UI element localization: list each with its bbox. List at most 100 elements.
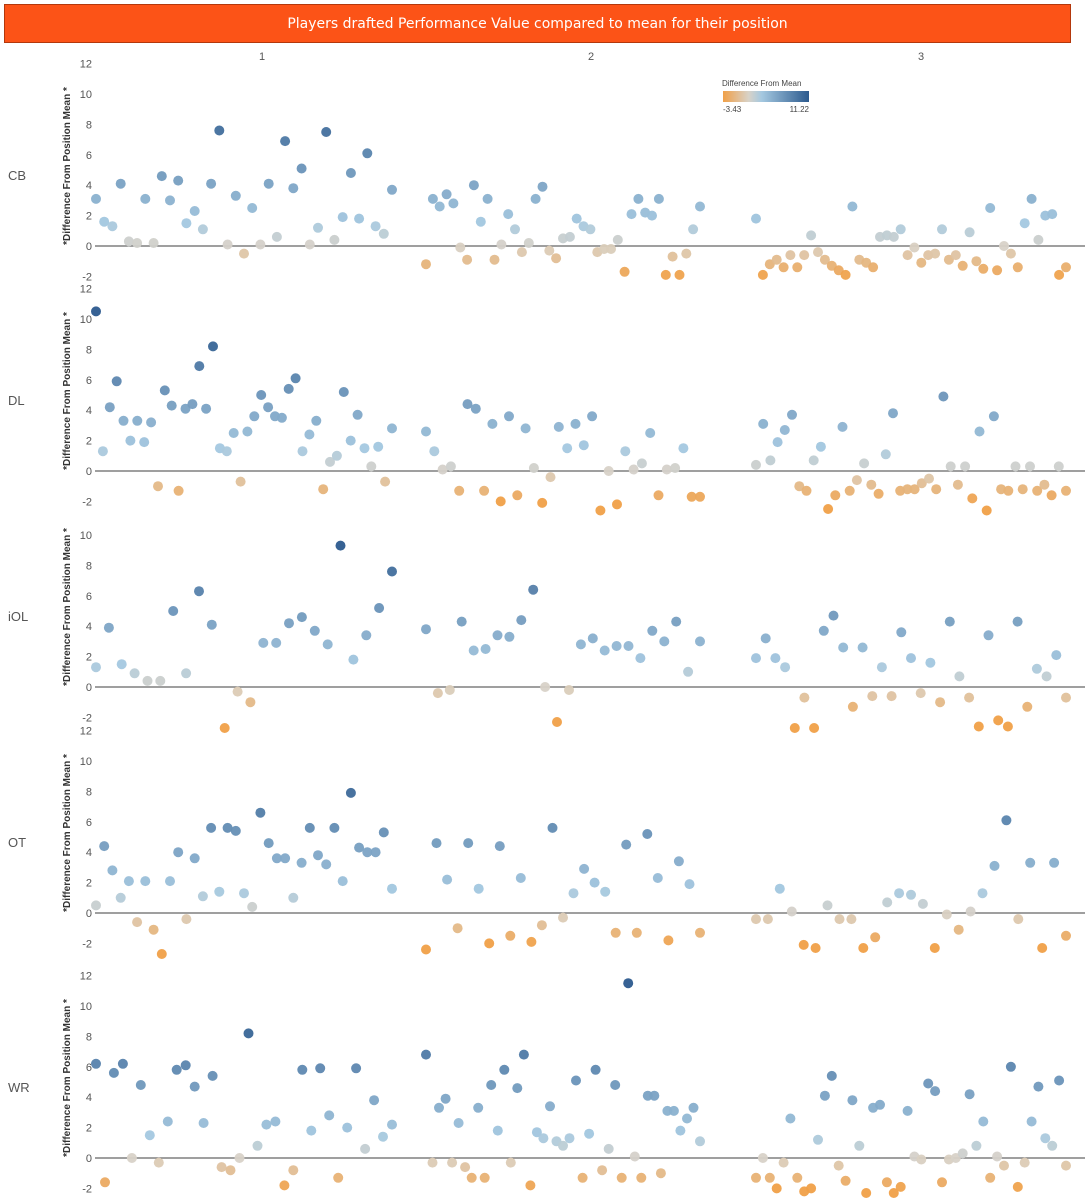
y-axis-title-dl: *Difference From Position Mean *: [62, 312, 73, 470]
data-point-cb: [971, 256, 982, 267]
data-point-cb: [1033, 234, 1044, 245]
data-point-dl: [125, 435, 136, 446]
data-point-wr: [881, 1177, 892, 1188]
data-point-cb: [503, 209, 514, 220]
data-point-wr: [100, 1177, 110, 1188]
data-point-ot: [882, 897, 893, 908]
data-point-wr: [757, 1153, 768, 1163]
data-point-cb: [909, 242, 920, 253]
data-point-dl: [938, 391, 949, 402]
data-point-dl: [153, 481, 163, 492]
data-point-iol: [944, 616, 955, 627]
data-point-cb: [132, 238, 143, 248]
data-point-cb: [482, 193, 493, 204]
data-point-ot: [526, 936, 537, 947]
data-point-ot: [547, 822, 558, 833]
data-point-dl: [678, 443, 689, 454]
data-point-wr: [297, 1064, 308, 1075]
data-point-wr: [279, 1180, 290, 1191]
data-point-iol: [116, 659, 127, 670]
data-point-dl: [945, 461, 956, 472]
data-point-dl: [331, 450, 342, 461]
y-tick-label: 8: [86, 119, 92, 131]
data-point-cb: [421, 259, 431, 270]
data-point-dl: [159, 385, 170, 396]
data-point-cb: [462, 254, 473, 265]
data-point-wr: [668, 1105, 679, 1116]
data-point-cb: [978, 263, 989, 274]
data-point-wr: [603, 1143, 614, 1154]
y-tick-label: 2: [86, 436, 92, 448]
data-point-iol: [528, 584, 539, 595]
data-point-iol: [206, 619, 217, 630]
y-tick-label: 6: [86, 150, 92, 162]
data-point-wr: [117, 1058, 128, 1069]
data-point-iol: [1041, 671, 1052, 682]
data-point-ot: [181, 914, 192, 925]
data-point-dl: [263, 402, 274, 413]
data-point-dl: [1010, 461, 1021, 472]
data-point-iol: [468, 645, 479, 656]
data-point-iol: [168, 606, 179, 616]
data-point-cb: [255, 239, 266, 250]
data-point-iol: [142, 675, 153, 686]
data-point-ot: [834, 914, 845, 925]
data-point-cb: [378, 228, 389, 239]
data-point-ot: [156, 949, 167, 959]
data-point-cb: [1019, 218, 1030, 229]
data-point-cb: [695, 201, 705, 212]
data-point-dl: [479, 485, 490, 496]
y-tick-label: 10: [80, 89, 92, 101]
data-point-dl: [173, 485, 184, 496]
data-point-dl: [1061, 485, 1071, 496]
data-point-cb: [1054, 269, 1065, 280]
data-point-wr: [636, 1172, 647, 1183]
data-point-dl: [866, 479, 877, 490]
data-point-cb: [660, 269, 671, 280]
data-point-dl: [612, 499, 622, 510]
data-point-ot: [378, 827, 389, 838]
data-point-iol: [309, 625, 320, 636]
data-point-cb: [902, 250, 913, 261]
data-point-cb: [813, 247, 823, 258]
data-point-wr: [144, 1130, 155, 1141]
data-point-cb: [362, 148, 373, 159]
data-point-dl: [1039, 479, 1050, 490]
data-point-cb: [688, 224, 699, 235]
data-point-dl: [628, 464, 639, 475]
data-point-dl: [104, 402, 115, 413]
data-point-wr: [771, 1183, 782, 1194]
data-point-dl: [916, 478, 927, 489]
data-point-wr: [243, 1028, 254, 1039]
data-point-iol: [809, 723, 820, 733]
data-point-ot: [684, 879, 695, 890]
y-tick-label: 10: [80, 756, 92, 768]
data-point-ot: [846, 914, 857, 925]
y-tick-label: 4: [86, 405, 92, 417]
data-point-dl: [772, 437, 783, 448]
data-point-wr: [466, 1172, 477, 1183]
data-point-cb: [599, 244, 610, 254]
data-point-wr: [751, 1172, 761, 1183]
data-point-dl: [636, 458, 647, 469]
data-point-dl: [686, 491, 697, 502]
data-point-iol: [828, 610, 839, 621]
data-point-dl: [421, 426, 431, 437]
data-point-wr: [324, 1110, 335, 1121]
data-point-ot: [929, 943, 940, 953]
data-point-wr: [564, 1133, 575, 1144]
data-point-iol: [780, 662, 791, 673]
data-point-dl: [837, 421, 848, 432]
data-point-dl: [235, 476, 246, 487]
data-point-wr: [360, 1143, 371, 1154]
data-point-iol: [181, 668, 192, 679]
data-point-dl: [859, 458, 870, 469]
data-point-dl: [242, 426, 253, 437]
data-point-iol: [983, 630, 994, 641]
data-point-wr: [577, 1172, 588, 1183]
data-point-cb: [165, 195, 175, 206]
data-point-wr: [597, 1165, 608, 1176]
data-point-wr: [342, 1122, 353, 1133]
data-point-cb: [313, 222, 323, 233]
